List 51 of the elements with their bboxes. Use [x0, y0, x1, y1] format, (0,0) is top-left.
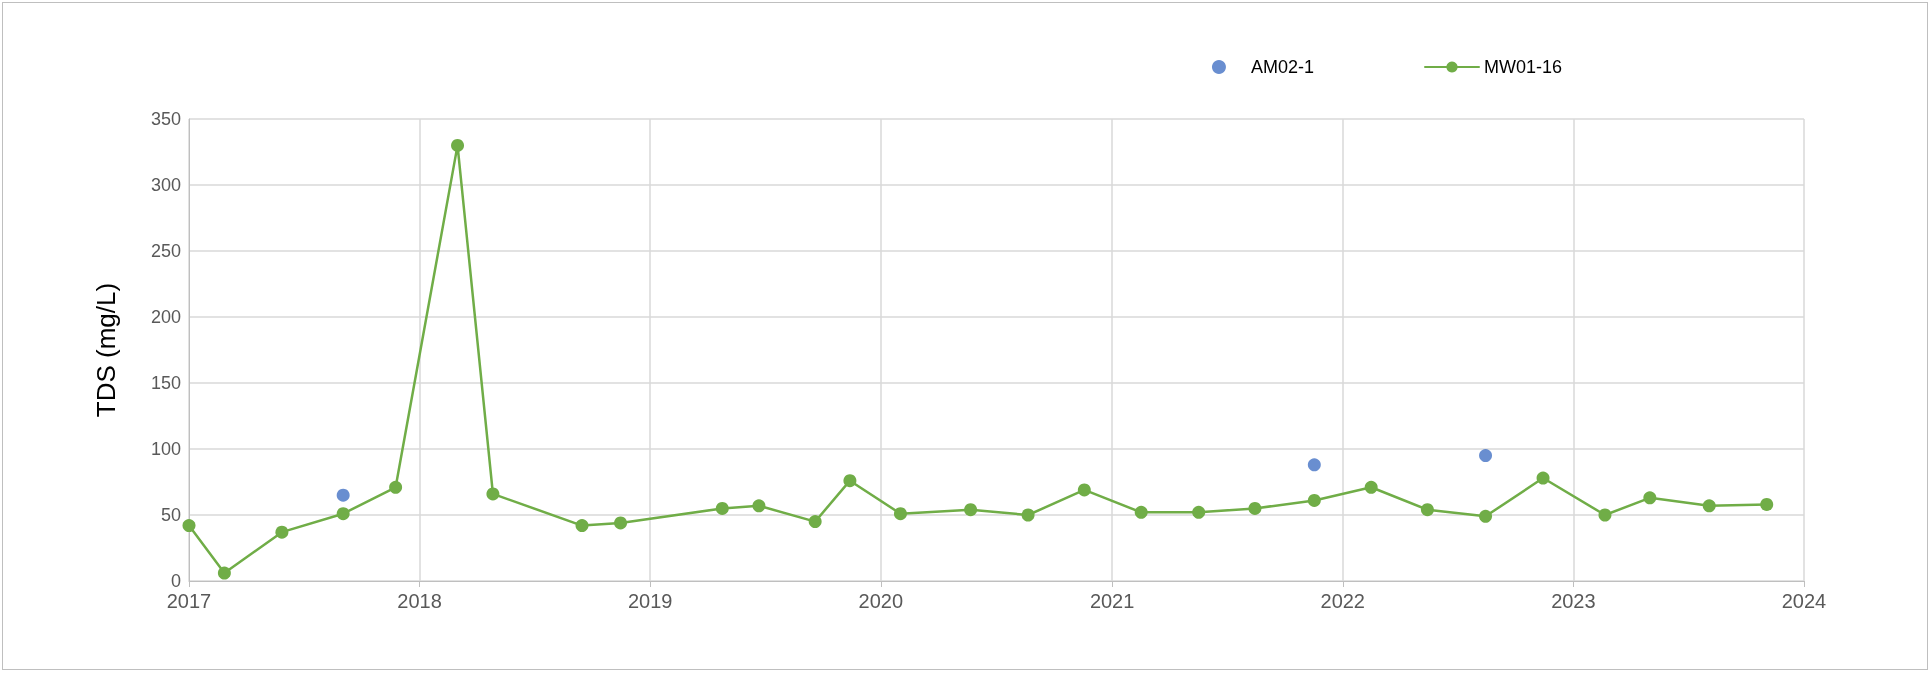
point [715, 501, 729, 515]
x-tick-label: 2019 [628, 590, 673, 612]
point [1192, 505, 1206, 519]
point [336, 507, 350, 521]
legend-label: MW01-16 [1483, 57, 1563, 77]
point [1643, 491, 1657, 505]
x-tick-label: 2021 [1089, 590, 1135, 612]
point [389, 480, 403, 494]
point [1307, 493, 1321, 507]
point [1420, 503, 1434, 517]
x-tick-label: 2017 [166, 590, 212, 612]
point [486, 487, 500, 501]
point [843, 474, 857, 488]
point [575, 519, 589, 533]
point [893, 507, 907, 521]
point [336, 488, 350, 502]
x-tick-label: 2024 [1781, 590, 1827, 612]
point [964, 503, 978, 517]
point [1364, 480, 1378, 494]
y-tick-label: 150 [150, 373, 181, 393]
y-tick-label: 0 [170, 571, 181, 591]
x-tick-label: 2018 [397, 590, 442, 612]
point [752, 499, 766, 513]
y-tick-label: 50 [160, 505, 181, 525]
y-tick-label: 100 [150, 439, 181, 459]
x-tick-label: 2020 [858, 590, 904, 612]
y-tick-label: 350 [150, 109, 181, 129]
y-axis-title: TDS (mg/L) [91, 282, 121, 418]
point [1307, 458, 1321, 472]
point [182, 519, 196, 533]
point [1760, 497, 1774, 511]
x-tick-label: 2022 [1320, 590, 1365, 612]
legend-label: AM02-1 [1250, 57, 1314, 77]
point [1479, 449, 1493, 463]
point [1536, 471, 1550, 485]
point [1248, 501, 1262, 515]
x-tick-label: 2023 [1551, 590, 1596, 612]
point [1134, 505, 1148, 519]
point [1077, 483, 1091, 497]
point [1479, 509, 1493, 523]
point [451, 138, 465, 152]
y-tick-label: 200 [150, 307, 181, 327]
point [1598, 508, 1612, 522]
point [1021, 508, 1035, 522]
point [1702, 499, 1716, 513]
point [275, 525, 289, 539]
y-tick-label: 300 [150, 175, 181, 195]
y-tick-label: 250 [150, 241, 181, 261]
point [614, 516, 628, 530]
point [217, 566, 231, 580]
point [808, 515, 822, 529]
